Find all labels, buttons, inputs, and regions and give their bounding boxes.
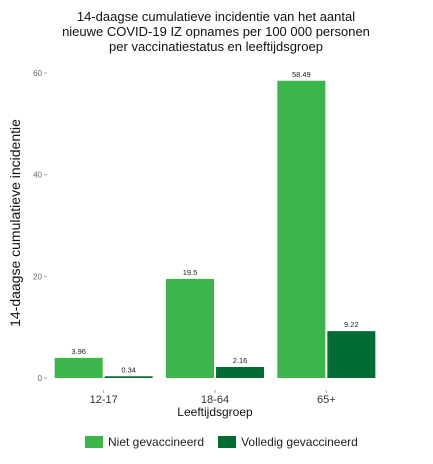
y-tick-label: 20 bbox=[33, 272, 42, 281]
chart-title-line: 14-daagse cumulatieve incidentie van het… bbox=[77, 9, 355, 24]
bar bbox=[277, 80, 326, 378]
x-tick-label: 18-64 bbox=[201, 394, 229, 406]
bar-value-label: 19.5 bbox=[183, 268, 198, 277]
bar-value-label: 0.34 bbox=[121, 365, 136, 374]
legend-label: Niet gevaccineerd bbox=[108, 435, 205, 449]
bar bbox=[216, 367, 264, 378]
bar bbox=[166, 278, 214, 378]
legend-label: Volledig gevaccineerd bbox=[241, 435, 358, 449]
bar-chart: 14-daagse cumulatieve incidentie van het… bbox=[7, 9, 376, 419]
bar bbox=[104, 376, 153, 378]
legend: Niet gevaccineerd Volledig gevaccineerd bbox=[85, 435, 372, 449]
bar bbox=[327, 331, 376, 378]
bars: 3.96 0.34 19.5 2.16 58.49 9.22 bbox=[54, 70, 376, 378]
chart-title: 14-daagse cumulatieve incidentie van het… bbox=[62, 9, 370, 54]
bar-value-label: 2.16 bbox=[233, 356, 248, 365]
y-tick-label: 40 bbox=[33, 171, 42, 180]
chart-title-line: nieuwe COVID-19 IZ opnames per 100 000 p… bbox=[62, 24, 370, 39]
bar-value-label: 9.22 bbox=[344, 320, 359, 329]
chart-title-line: per vaccinatiestatus en leeftijdsgroep bbox=[109, 39, 323, 54]
x-tick-label: 12-17 bbox=[90, 394, 118, 406]
y-axis-label: 14-daagse cumulatieve incidentie bbox=[7, 119, 23, 327]
legend-item-niet-gevaccineerd: Niet gevaccineerd bbox=[85, 435, 204, 449]
bar-value-label: 3.96 bbox=[71, 347, 86, 356]
x-axis: 12-17 18-64 65+ bbox=[90, 390, 336, 406]
x-tick-label: 65+ bbox=[317, 394, 336, 406]
x-axis-label: Leeftijdsgroep bbox=[177, 405, 253, 419]
legend-item-volledig-gevaccineerd: Volledig gevaccineerd bbox=[218, 435, 358, 449]
legend-swatch bbox=[218, 436, 237, 448]
y-tick-label: 0 bbox=[38, 374, 43, 383]
bar bbox=[54, 357, 103, 378]
legend-swatch bbox=[85, 436, 103, 448]
y-tick-label: 60 bbox=[33, 69, 42, 78]
y-axis: 0 20 40 60 bbox=[33, 69, 47, 383]
bar-value-label: 58.49 bbox=[292, 70, 311, 79]
